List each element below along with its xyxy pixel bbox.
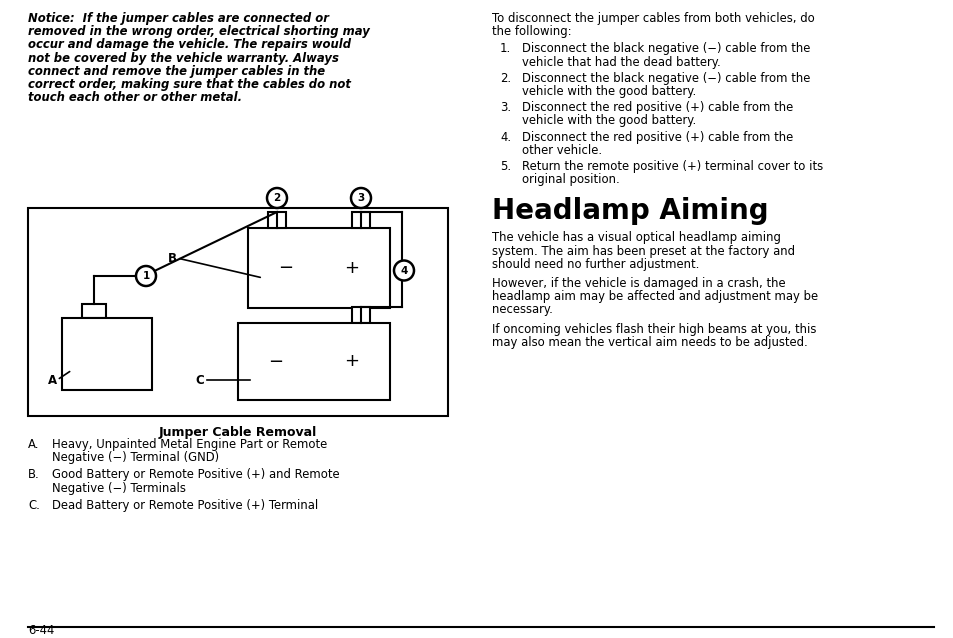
Text: A: A [48,373,57,387]
Text: connect and remove the jumper cables in the: connect and remove the jumper cables in … [28,65,325,78]
Text: Negative (−) Terminals: Negative (−) Terminals [52,482,186,494]
Text: removed in the wrong order, electrical shorting may: removed in the wrong order, electrical s… [28,25,370,38]
Text: Heavy, Unpainted Metal Engine Part or Remote: Heavy, Unpainted Metal Engine Part or Re… [52,438,327,451]
Bar [62,318,152,390]
Text: Negative (−) Terminal (GND): Negative (−) Terminal (GND) [52,451,219,464]
Text: not be covered by the vehicle warranty. Always: not be covered by the vehicle warranty. … [28,52,338,64]
Text: headlamp aim may be affected and adjustment may be: headlamp aim may be affected and adjustm… [492,290,818,303]
Text: The vehicle has a visual optical headlamp aiming: The vehicle has a visual optical headlam… [492,232,781,244]
Circle shape [267,188,287,208]
Text: original position.: original position. [521,173,619,186]
Text: Disconnect the black negative (−) cable from the: Disconnect the black negative (−) cable … [521,72,809,85]
Text: −: − [278,259,294,277]
Text: 5.: 5. [499,160,511,173]
Text: Disconnect the red positive (+) cable from the: Disconnect the red positive (+) cable fr… [521,101,792,114]
Text: Return the remote positive (+) terminal cover to its: Return the remote positive (+) terminal … [521,160,822,173]
Text: B: B [168,251,177,265]
Bar [248,228,390,308]
Text: vehicle that had the dead battery.: vehicle that had the dead battery. [521,56,720,69]
Text: other vehicle.: other vehicle. [521,144,601,157]
Text: 1.: 1. [499,42,511,56]
Text: vehicle with the good battery.: vehicle with the good battery. [521,85,696,98]
Text: A.: A. [28,438,39,451]
Text: correct order, making sure that the cables do not: correct order, making sure that the cabl… [28,78,351,91]
Text: +: + [344,353,359,371]
Circle shape [136,266,156,286]
Circle shape [351,188,371,208]
Text: Dead Battery or Remote Positive (+) Terminal: Dead Battery or Remote Positive (+) Term… [52,499,318,512]
Text: B.: B. [28,468,40,482]
Text: the following:: the following: [492,25,571,38]
Text: Headlamp Aiming: Headlamp Aiming [492,197,768,225]
Text: −: − [268,353,283,371]
Bar [28,208,448,416]
Text: To disconnect the jumper cables from both vehicles, do: To disconnect the jumper cables from bot… [492,12,814,25]
Text: 3: 3 [357,193,364,203]
Bar [82,304,106,318]
Text: Good Battery or Remote Positive (+) and Remote: Good Battery or Remote Positive (+) and … [52,468,339,482]
Text: touch each other or other metal.: touch each other or other metal. [28,91,242,104]
Text: C: C [194,373,204,387]
Circle shape [394,260,414,281]
Text: C.: C. [28,499,40,512]
Text: 4: 4 [400,265,407,276]
Text: 6-44: 6-44 [28,624,54,637]
Bar [268,212,286,228]
Text: 2: 2 [274,193,280,203]
Text: system. The aim has been preset at the factory and: system. The aim has been preset at the f… [492,244,794,258]
Text: 1: 1 [142,271,150,281]
Text: Notice:  If the jumper cables are connected or: Notice: If the jumper cables are connect… [28,12,329,25]
Text: 3.: 3. [499,101,511,114]
Text: However, if the vehicle is damaged in a crash, the: However, if the vehicle is damaged in a … [492,277,785,290]
Text: vehicle with the good battery.: vehicle with the good battery. [521,114,696,128]
Text: occur and damage the vehicle. The repairs would: occur and damage the vehicle. The repair… [28,38,351,52]
Bar [352,307,370,323]
Text: necessary.: necessary. [492,304,553,316]
Text: Disconnect the black negative (−) cable from the: Disconnect the black negative (−) cable … [521,42,809,56]
Text: may also mean the vertical aim needs to be adjusted.: may also mean the vertical aim needs to … [492,336,807,349]
Text: should need no further adjustment.: should need no further adjustment. [492,258,699,271]
Text: Disconnect the red positive (+) cable from the: Disconnect the red positive (+) cable fr… [521,131,792,144]
Text: 4.: 4. [499,131,511,144]
Bar [352,212,370,228]
Text: If oncoming vehicles flash their high beams at you, this: If oncoming vehicles flash their high be… [492,323,816,336]
Text: 2.: 2. [499,72,511,85]
Text: +: + [344,259,359,277]
Bar [237,323,390,400]
Text: Jumper Cable Removal: Jumper Cable Removal [159,426,316,439]
